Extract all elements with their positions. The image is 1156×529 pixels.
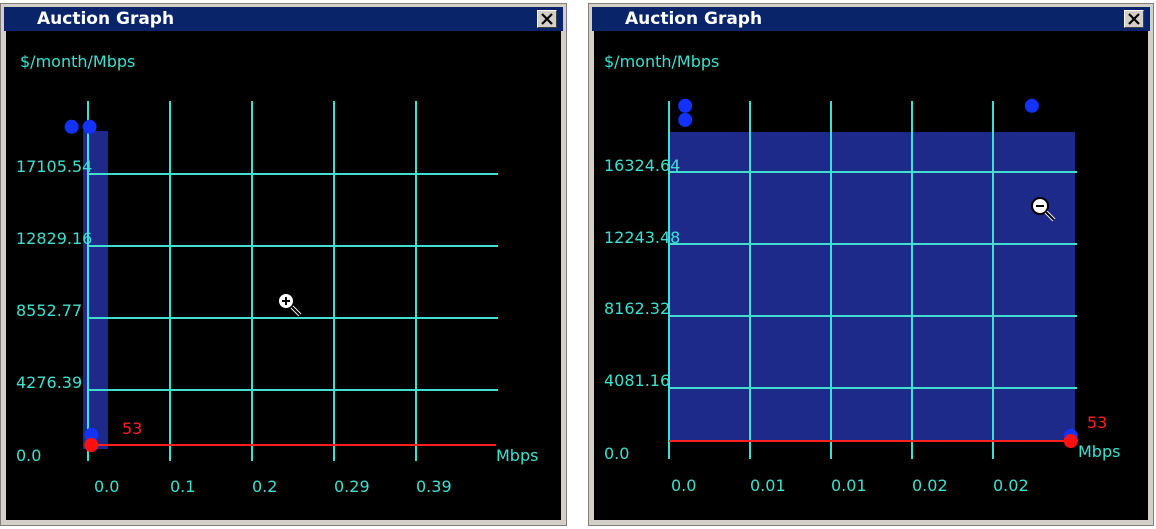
x-tick-label: 0.0 [94,477,119,496]
x-tick-label: 0.02 [912,476,948,495]
highlight-label: 53 [122,419,142,438]
y-tick-label: 8552.77 [16,301,82,320]
data-point-blue [82,119,97,134]
y-tick-label: 4276.39 [16,373,82,392]
window-title: Auction Graph [37,9,175,29]
data-point-blue [64,119,79,134]
selection-region [669,132,1075,442]
y-tick-label: 17105.54 [16,157,92,176]
grid-horizontal [88,173,498,391]
x-tick-label: 0.0 [671,476,696,495]
x-axis-label: Mbps [1078,442,1120,461]
y-tick-label: 16324.64 [604,156,680,175]
y-tick-label: 8162.32 [604,299,670,318]
close-x-icon [541,13,553,25]
window-title: Auction Graph [625,9,763,29]
auction-graph-window-right: Auction Graph $/month/Mbps [588,3,1154,526]
data-point-blue [678,112,693,127]
grid-horizontal [669,171,1077,389]
data-points [678,98,1078,448]
close-x-icon [1128,13,1140,25]
x-tick-label: 0.2 [252,477,277,496]
x-tick-label: 0.39 [416,477,452,496]
y-tick-label: 4081.16 [604,371,670,390]
x-tick-label: 0.1 [170,477,195,496]
auction-chart: $/month/Mbps 17105.54 12829.16 8552.77 4… [16,52,538,496]
data-point-blue [678,98,693,113]
title-bar[interactable]: Auction Graph [592,7,1150,31]
grid-vertical [668,101,994,459]
x-axis-label: Mbps [496,446,538,465]
auction-chart: $/month/Mbps 16324.64 12243.48 8162.32 4… [604,52,1120,495]
zoom-in-icon [277,292,302,317]
data-points [64,119,99,452]
y-axis-label: $/month/Mbps [604,52,719,71]
x-tick-label: 0.02 [993,476,1029,495]
close-button[interactable] [537,10,557,28]
y-tick-label: 0.0 [604,444,629,463]
y-tick-label: 0.0 [16,446,41,465]
y-axis-label: $/month/Mbps [20,52,135,71]
selection-region [83,131,108,449]
graph-canvas[interactable]: $/month/Mbps 16324.64 12243.48 8162.32 4… [594,31,1148,520]
title-bar[interactable]: Auction Graph [4,7,563,31]
data-point-blue [1024,98,1039,113]
x-tick-label: 0.29 [334,477,370,496]
x-tick-label: 0.01 [831,476,867,495]
data-point-red [1063,434,1078,448]
x-tick-label: 0.01 [750,476,786,495]
graph-canvas[interactable]: $/month/Mbps 17105.54 12829.16 8552.77 4… [6,31,561,520]
zoom-out-icon [1031,197,1056,222]
data-point-red [84,438,99,452]
y-tick-label: 12829.16 [16,229,92,248]
grid-vertical [87,101,417,461]
auction-graph-window-left: Auction Graph $/month/Mbps [0,3,567,526]
y-tick-label: 12243.48 [604,228,680,247]
data-point-blue [84,427,99,442]
highlight-label: 53 [1087,413,1107,432]
close-button[interactable] [1124,10,1144,28]
